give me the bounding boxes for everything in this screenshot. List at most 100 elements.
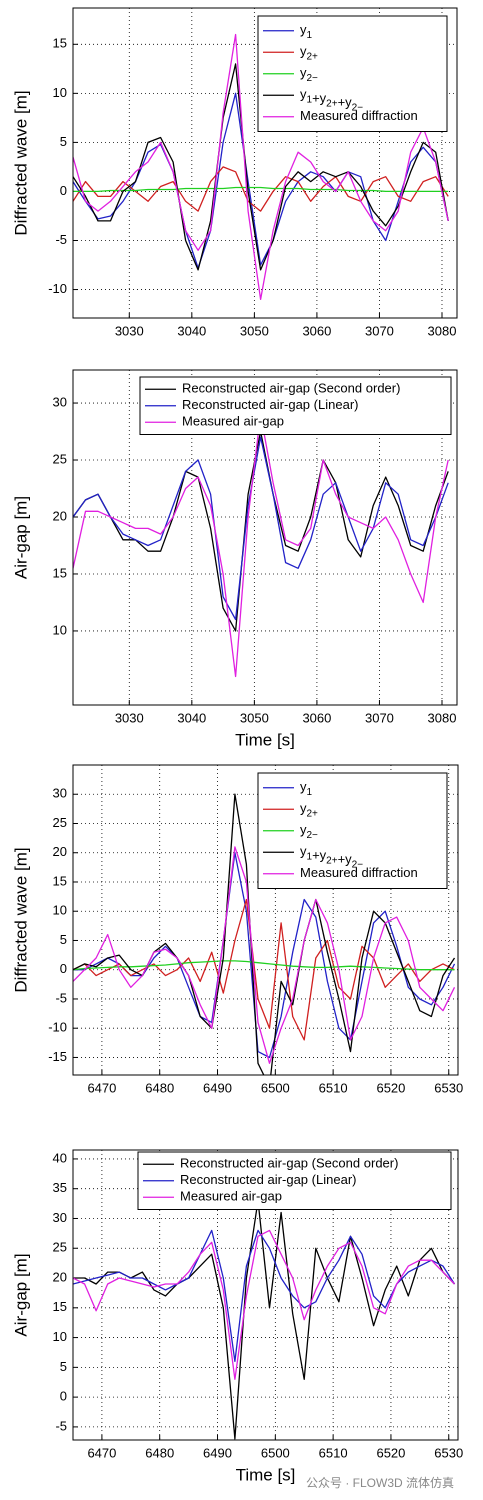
y-tick-label: 25 <box>53 815 67 830</box>
y-tick-label: 35 <box>53 1180 67 1195</box>
x-tick-label: 3070 <box>365 710 394 725</box>
plot-frame <box>72 1149 459 1441</box>
x-tick-label: 6480 <box>145 1080 174 1095</box>
y-tick-label: 5 <box>60 1359 67 1374</box>
series-line <box>73 960 455 971</box>
y-tick-label: -10 <box>48 1020 67 1035</box>
x-tick-label: 3050 <box>240 323 269 338</box>
y-tick-label: 20 <box>53 844 67 859</box>
y-tick-label: -5 <box>55 1418 67 1433</box>
y-axis-label: Diffracted wave [m] <box>11 90 30 235</box>
x-tick-label: 6480 <box>145 1445 174 1460</box>
legend-label: Measured diffraction <box>300 865 418 880</box>
legend-label: y1+y2++y2− <box>300 87 363 113</box>
y-tick-label: -15 <box>48 1049 67 1064</box>
x-tick-label: 3030 <box>115 710 144 725</box>
y-tick-label: 20 <box>53 508 67 523</box>
chart: 6470 6480 6490 6500 6510 6520 6530 -15 -10 -5 0 5 10… <box>11 764 463 1095</box>
x-axis-label: Time [s] <box>235 730 295 749</box>
legend-label: Reconstructed air-gap (Linear) <box>182 397 359 412</box>
y-tick-label: 20 <box>53 1269 67 1284</box>
y-tick-label: 30 <box>53 394 67 409</box>
chart: 3030 3040 3050 3060 3070 3080 10 15 20 25 30 Recons… <box>11 369 458 749</box>
x-tick-label: 3080 <box>428 710 457 725</box>
y-tick-label: 10 <box>53 903 67 918</box>
legend-label: Measured diffraction <box>300 108 418 123</box>
y-axis-label: Diffracted wave [m] <box>11 847 30 992</box>
chart: 3030 3040 3050 3060 3070 3080 -10 -5 0 5 10 15 y1 y2+… <box>11 7 458 338</box>
y-tick-label: 0 <box>60 183 67 198</box>
y-tick-label: 15 <box>53 565 67 580</box>
y-tick-label: -10 <box>48 281 67 296</box>
y-tick-label: 15 <box>53 36 67 51</box>
y-tick-label: 30 <box>53 786 67 801</box>
legend-label: y1 <box>300 22 313 40</box>
series-line <box>73 63 449 271</box>
legend-label: y2+ <box>300 44 318 62</box>
legend-label: Measured air-gap <box>180 1189 282 1204</box>
x-tick-label: 6530 <box>434 1445 463 1460</box>
legend-box <box>137 1151 452 1210</box>
legend-label: y2+ <box>300 801 318 819</box>
x-tick-label: 6470 <box>87 1445 116 1460</box>
x-tick-label: 6510 <box>319 1080 348 1095</box>
y-tick-label: 5 <box>60 134 67 149</box>
y-tick-label: 25 <box>53 1240 67 1255</box>
x-tick-label: 6520 <box>376 1445 405 1460</box>
y-tick-label: 10 <box>53 622 67 637</box>
x-axis-label: Time [s] <box>236 1465 296 1484</box>
y-axis-label: Air-gap [m] <box>11 496 30 579</box>
legend-label: Measured air-gap <box>182 414 284 429</box>
x-tick-label: 3080 <box>428 323 457 338</box>
x-tick-label: 3070 <box>365 323 394 338</box>
y-tick-label: 15 <box>53 1299 67 1314</box>
series-line <box>73 186 449 193</box>
watermark: 公众号 · FLOW3D 流体仿真 <box>306 1476 454 1490</box>
legend-label: Reconstructed air-gap (Linear) <box>180 1172 357 1187</box>
y-tick-label: 0 <box>60 1389 67 1404</box>
x-tick-label: 3050 <box>240 710 269 725</box>
y-tick-label: 40 <box>53 1150 67 1165</box>
x-tick-label: 3040 <box>177 323 206 338</box>
x-tick-label: 6530 <box>434 1080 463 1095</box>
series-line <box>73 1229 455 1380</box>
chart: 6470 6480 6490 6500 6510 6520 6530 -5 0 5 10 15 20 25… <box>11 1149 463 1484</box>
legend-label: y2− <box>300 65 318 83</box>
plot-frame <box>72 764 459 1076</box>
series-line <box>73 33 449 301</box>
y-tick-label: -5 <box>55 232 67 247</box>
series-line <box>73 1229 456 1363</box>
plot-frame <box>72 369 458 706</box>
x-tick-label: 3060 <box>302 710 331 725</box>
y-tick-label: 10 <box>53 1329 67 1344</box>
y-axis-label: Air-gap [m] <box>11 1253 30 1336</box>
x-tick-label: 6490 <box>203 1080 232 1095</box>
x-tick-label: 6500 <box>261 1080 290 1095</box>
series-line <box>73 166 449 212</box>
legend-label: y2− <box>300 822 318 840</box>
x-tick-label: 6470 <box>87 1080 116 1095</box>
y-tick-label: 25 <box>53 451 67 466</box>
x-tick-label: 6500 <box>261 1445 290 1460</box>
x-tick-label: 3030 <box>115 323 144 338</box>
series-line <box>73 1199 455 1440</box>
x-tick-label: 6510 <box>319 1445 348 1460</box>
series-line <box>73 413 449 678</box>
x-tick-label: 3060 <box>302 323 331 338</box>
y-tick-label: 30 <box>53 1210 67 1225</box>
legend-label: Reconstructed air-gap (Second order) <box>180 1156 398 1171</box>
series-line <box>73 793 456 1075</box>
x-tick-label: 6490 <box>203 1445 232 1460</box>
y-tick-label: 10 <box>53 85 67 100</box>
x-tick-label: 6520 <box>376 1080 405 1095</box>
series-line <box>73 430 449 632</box>
series-line <box>73 846 456 1064</box>
y-tick-label: 0 <box>60 961 67 976</box>
y-tick-label: -5 <box>55 990 67 1005</box>
legend-box <box>139 376 452 435</box>
plot-frame <box>72 7 458 319</box>
legend-label: Reconstructed air-gap (Second order) <box>182 381 400 396</box>
x-tick-label: 3040 <box>177 710 206 725</box>
legend-label: y1 <box>300 779 313 797</box>
